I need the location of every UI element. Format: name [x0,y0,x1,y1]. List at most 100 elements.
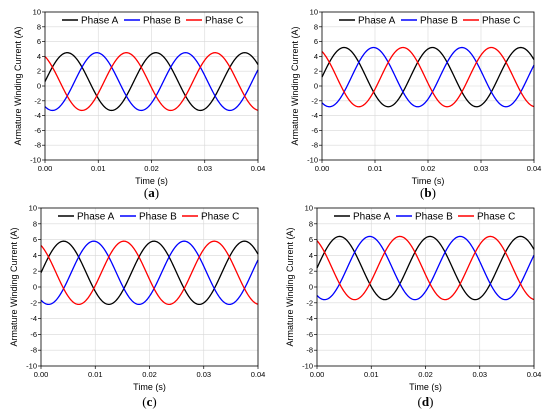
y-tick-label: -6 [311,126,318,135]
panel-caption: (d) [418,394,434,409]
series-line-phase-c [321,46,535,108]
x-tick-label: 0.01 [364,370,379,379]
y-tick-label: 8 [314,22,318,31]
y-tick-label: -8 [34,141,41,150]
legend-label: Phase B [415,212,453,223]
x-tick-label: 0.00 [310,370,325,379]
legend-label: Phase C [205,16,243,27]
y-tick-label: 10 [29,204,37,213]
series-line-phase-a [40,240,259,306]
series-line-phase-b [321,46,535,108]
x-tick-label: 0.01 [368,164,383,173]
y-tick-label: -4 [30,314,37,323]
legend: Phase A Phase B Phase C [334,212,515,223]
plot-frame [44,11,259,161]
x-tick-label: 0.03 [197,164,212,173]
y-tick-label: -10 [30,156,41,165]
y-tick-label: -2 [30,298,37,307]
y-tick-label: -8 [30,346,37,355]
legend: Phase A Phase B Phase C [339,16,520,27]
legend-label: Phase A [81,16,119,27]
y-tick-label: 4 [314,52,318,61]
y-tick-label: 8 [33,219,37,228]
series-line-phase-a [316,235,535,301]
panel-caption-letter: c [147,394,153,409]
x-tick-label: 0.04 [251,164,266,173]
legend-label: Phase C [201,212,239,223]
legend-label: Phase B [139,212,177,223]
chart-panel-d: 10 8 6 4 2 0 -2 -4 -6 -8 -100.00 0.01 0.02 0.03 0.04 Ph… [285,204,541,410]
x-tick-label: 0.00 [34,370,49,379]
y-tick-label: -4 [34,111,41,120]
y-tick-label: -10 [307,156,318,165]
legend: Phase A Phase B Phase C [62,16,243,27]
x-tick-label: 0.04 [251,370,266,379]
x-tick-label: 0.02 [421,164,436,173]
legend-label: Phase B [143,16,181,27]
legend-label: Phase C [477,212,515,223]
series-line-phase-b [44,52,259,112]
x-axis-title: Time (s) [409,382,442,392]
y-tick-label: 10 [33,8,41,17]
panel-caption: (a) [144,185,159,200]
legend: Phase A Phase B Phase C [58,212,239,223]
y-tick-label: 2 [37,67,41,76]
y-tick-label: 6 [309,235,313,244]
y-tick-label: 4 [309,251,313,260]
chart-panel-a: 10 8 6 4 2 0 -2 -4 -6 -8 -100.00 0.01 0.02 0.03 0.04 Ph… [13,8,265,201]
y-axis-title: Armature Winding Current (A) [290,26,300,145]
y-tick-label: -10 [26,362,37,371]
y-tick-label: 2 [314,67,318,76]
x-tick-label: 0.02 [142,370,157,379]
x-tick-label: 0.01 [91,164,106,173]
x-tick-label: 0.03 [196,370,211,379]
x-tick-label: 0.04 [527,370,542,379]
y-tick-label: 0 [33,283,37,292]
series-line-phase-c [44,52,259,112]
legend-label: Phase A [77,212,115,223]
y-axis-title: Armature Winding Current (A) [13,26,23,145]
series-line-phase-c [40,240,259,306]
y-tick-label: 4 [37,52,41,61]
panel-caption: (b) [420,185,436,200]
y-tick-label: -8 [311,141,318,150]
y-tick-label: 4 [33,251,37,260]
y-tick-label: -10 [302,362,313,371]
y-tick-label: 6 [314,37,318,46]
legend-label: Phase C [482,16,520,27]
x-tick-label: 0.01 [88,370,103,379]
y-tick-label: 10 [305,204,313,213]
y-tick-label: -6 [30,330,37,339]
y-tick-label: 0 [314,82,318,91]
series-line-phase-c [316,235,535,301]
series-line-phase-a [44,52,259,112]
panel-caption-letter: b [424,185,431,200]
plot-frame [316,207,535,367]
x-axis-title: Time (s) [133,382,166,392]
series-line-phase-a [321,46,535,108]
series-line-phase-b [316,235,535,301]
x-tick-label: 0.03 [474,164,489,173]
x-axis-title: Time (s) [412,176,445,186]
x-tick-label: 0.02 [418,370,433,379]
y-tick-label: -4 [306,314,313,323]
y-tick-label: -2 [34,96,41,105]
legend-label: Phase A [353,212,391,223]
panel-caption: (c) [142,394,156,409]
x-tick-label: 0.03 [472,370,487,379]
y-tick-label: 0 [37,82,41,91]
panel-caption-letter: d [422,394,430,409]
legend-label: Phase B [420,16,458,27]
y-tick-label: 6 [33,235,37,244]
legend-label: Phase A [358,16,396,27]
y-tick-label: 2 [309,267,313,276]
plot-frame [40,207,259,367]
y-tick-label: 0 [309,283,313,292]
y-tick-label: -6 [306,330,313,339]
x-axis-title: Time (s) [135,176,168,186]
chart-panel-c: 10 8 6 4 2 0 -2 -4 -6 -8 -100.00 0.01 0.02 0.03 0.04 Ph… [9,204,265,410]
y-tick-label: 6 [37,37,41,46]
y-axis-title: Armature Winding Current (A) [285,227,295,346]
series-line-phase-b [40,240,259,306]
